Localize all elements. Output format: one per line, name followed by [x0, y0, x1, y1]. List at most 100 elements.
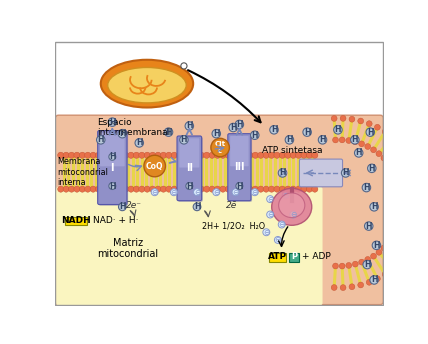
- Text: H: H: [356, 148, 362, 158]
- Circle shape: [85, 186, 91, 192]
- Circle shape: [333, 137, 339, 143]
- Text: H: H: [286, 135, 293, 144]
- Text: ⊖: ⊖: [282, 191, 289, 200]
- Circle shape: [407, 246, 413, 252]
- Circle shape: [395, 223, 401, 229]
- Text: H: H: [366, 222, 372, 230]
- Circle shape: [211, 138, 229, 157]
- Circle shape: [370, 276, 378, 284]
- FancyBboxPatch shape: [65, 217, 87, 225]
- Circle shape: [370, 203, 378, 211]
- Circle shape: [371, 147, 377, 153]
- Circle shape: [177, 186, 183, 192]
- Text: H: H: [352, 135, 358, 144]
- Text: ⊖: ⊖: [267, 210, 273, 219]
- Circle shape: [374, 124, 380, 130]
- FancyBboxPatch shape: [179, 138, 199, 168]
- Text: H: H: [271, 125, 277, 134]
- Circle shape: [198, 186, 205, 192]
- Circle shape: [185, 122, 193, 130]
- Circle shape: [400, 203, 405, 209]
- Circle shape: [213, 189, 220, 196]
- Circle shape: [106, 152, 113, 158]
- Circle shape: [339, 137, 345, 143]
- Text: ATP: ATP: [268, 252, 287, 261]
- Circle shape: [278, 169, 287, 177]
- Circle shape: [290, 186, 296, 192]
- Circle shape: [398, 216, 403, 222]
- Circle shape: [363, 260, 372, 269]
- Circle shape: [402, 254, 408, 259]
- Circle shape: [301, 186, 307, 192]
- Circle shape: [278, 221, 285, 228]
- Circle shape: [263, 152, 269, 158]
- Circle shape: [212, 129, 220, 138]
- Circle shape: [252, 186, 259, 192]
- Circle shape: [58, 186, 64, 192]
- Circle shape: [139, 152, 145, 158]
- Circle shape: [236, 186, 242, 192]
- Circle shape: [117, 152, 123, 158]
- Text: Cit
c: Cit c: [214, 141, 226, 154]
- Text: H: H: [236, 120, 243, 129]
- Circle shape: [209, 152, 215, 158]
- Circle shape: [396, 140, 402, 146]
- Circle shape: [333, 263, 339, 269]
- Circle shape: [187, 152, 193, 158]
- Text: ⊖: ⊖: [252, 188, 258, 197]
- Circle shape: [236, 152, 242, 158]
- Circle shape: [144, 152, 150, 158]
- Circle shape: [182, 186, 188, 192]
- Text: ⊖: ⊖: [171, 188, 177, 197]
- Circle shape: [285, 136, 294, 144]
- Circle shape: [220, 186, 226, 192]
- Circle shape: [74, 186, 80, 192]
- Text: + ADP: + ADP: [302, 252, 330, 261]
- Text: 2H+ 1/2O₂  H₂O: 2H+ 1/2O₂ H₂O: [202, 222, 265, 230]
- Text: II: II: [186, 163, 193, 173]
- Text: H: H: [181, 135, 187, 144]
- Circle shape: [381, 245, 387, 251]
- FancyBboxPatch shape: [56, 187, 323, 305]
- Circle shape: [334, 126, 342, 134]
- Circle shape: [268, 186, 275, 192]
- Circle shape: [134, 186, 140, 192]
- FancyBboxPatch shape: [178, 137, 203, 202]
- Text: I: I: [110, 163, 114, 173]
- Circle shape: [268, 152, 275, 158]
- Circle shape: [274, 152, 280, 158]
- Text: P: P: [291, 252, 297, 261]
- Circle shape: [418, 222, 424, 228]
- Circle shape: [63, 152, 69, 158]
- Text: H: H: [279, 169, 286, 178]
- Circle shape: [274, 186, 280, 192]
- Circle shape: [312, 152, 318, 158]
- Circle shape: [359, 259, 365, 265]
- Circle shape: [180, 136, 188, 144]
- Circle shape: [412, 161, 418, 167]
- Text: ⊖: ⊖: [267, 195, 273, 204]
- Text: ATP sintetasa: ATP sintetasa: [262, 146, 323, 155]
- Circle shape: [63, 186, 69, 192]
- Circle shape: [366, 128, 374, 136]
- Circle shape: [399, 190, 405, 196]
- Circle shape: [381, 155, 387, 161]
- Circle shape: [331, 116, 337, 121]
- Text: H: H: [194, 202, 200, 211]
- Circle shape: [74, 152, 80, 158]
- Circle shape: [358, 282, 364, 288]
- Circle shape: [407, 154, 413, 160]
- Circle shape: [365, 143, 371, 149]
- Text: H: H: [373, 241, 380, 250]
- Text: ⊖: ⊖: [279, 220, 285, 229]
- Text: H: H: [165, 128, 172, 137]
- Circle shape: [193, 152, 199, 158]
- Circle shape: [351, 136, 359, 144]
- Circle shape: [267, 196, 273, 203]
- Circle shape: [290, 152, 296, 158]
- Circle shape: [144, 155, 166, 177]
- Circle shape: [144, 186, 150, 192]
- Circle shape: [128, 186, 134, 192]
- Circle shape: [389, 165, 395, 171]
- Text: NADH: NADH: [61, 216, 91, 225]
